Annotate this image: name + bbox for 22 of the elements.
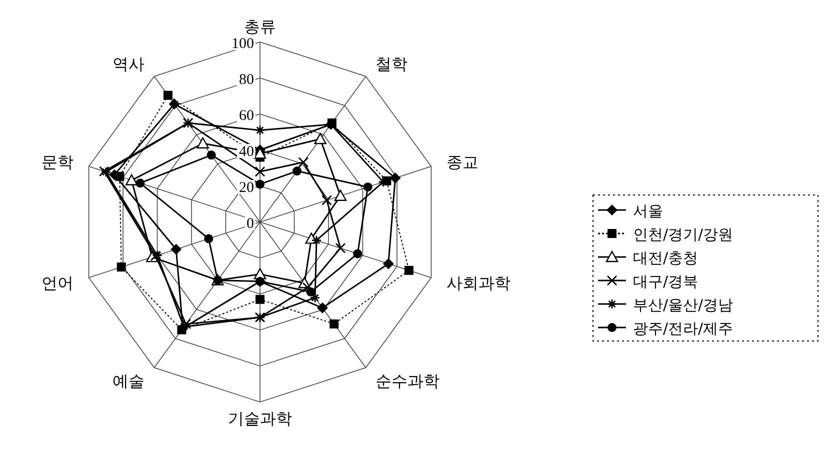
y-tick-label: 60 bbox=[239, 108, 254, 124]
legend-label: 인천/경기/강원 bbox=[633, 226, 734, 244]
legend-label: 부산/울산/경남 bbox=[633, 296, 734, 314]
spoke-label: 사회과학 bbox=[446, 274, 511, 293]
y-tick-label: 100 bbox=[232, 36, 254, 52]
y-tick-label: 80 bbox=[239, 72, 254, 88]
spoke-label: 총류 bbox=[244, 16, 276, 36]
spoke-label: 기술과학 bbox=[228, 409, 292, 428]
y-tick-label: 20 bbox=[239, 180, 254, 196]
legend-label: 대전/충청 bbox=[633, 249, 698, 267]
spoke-label: 종교 bbox=[446, 152, 479, 172]
spoke-label: 언어 bbox=[41, 274, 74, 293]
spoke-label: 철학 bbox=[375, 54, 408, 74]
spoke-label: 역사 bbox=[112, 54, 145, 74]
y-tick-label: 40 bbox=[239, 144, 254, 160]
spoke-label: 예술 bbox=[112, 372, 145, 391]
legend-label: 대구/경북 bbox=[633, 272, 698, 290]
y-tick-label: 0 bbox=[246, 216, 254, 232]
legend-label: 서울 bbox=[633, 202, 663, 220]
legend-label: 광주/전라/제주 bbox=[633, 320, 734, 338]
spoke-label: 순수과학 bbox=[375, 372, 440, 391]
spoke-label: 문학 bbox=[41, 152, 74, 172]
